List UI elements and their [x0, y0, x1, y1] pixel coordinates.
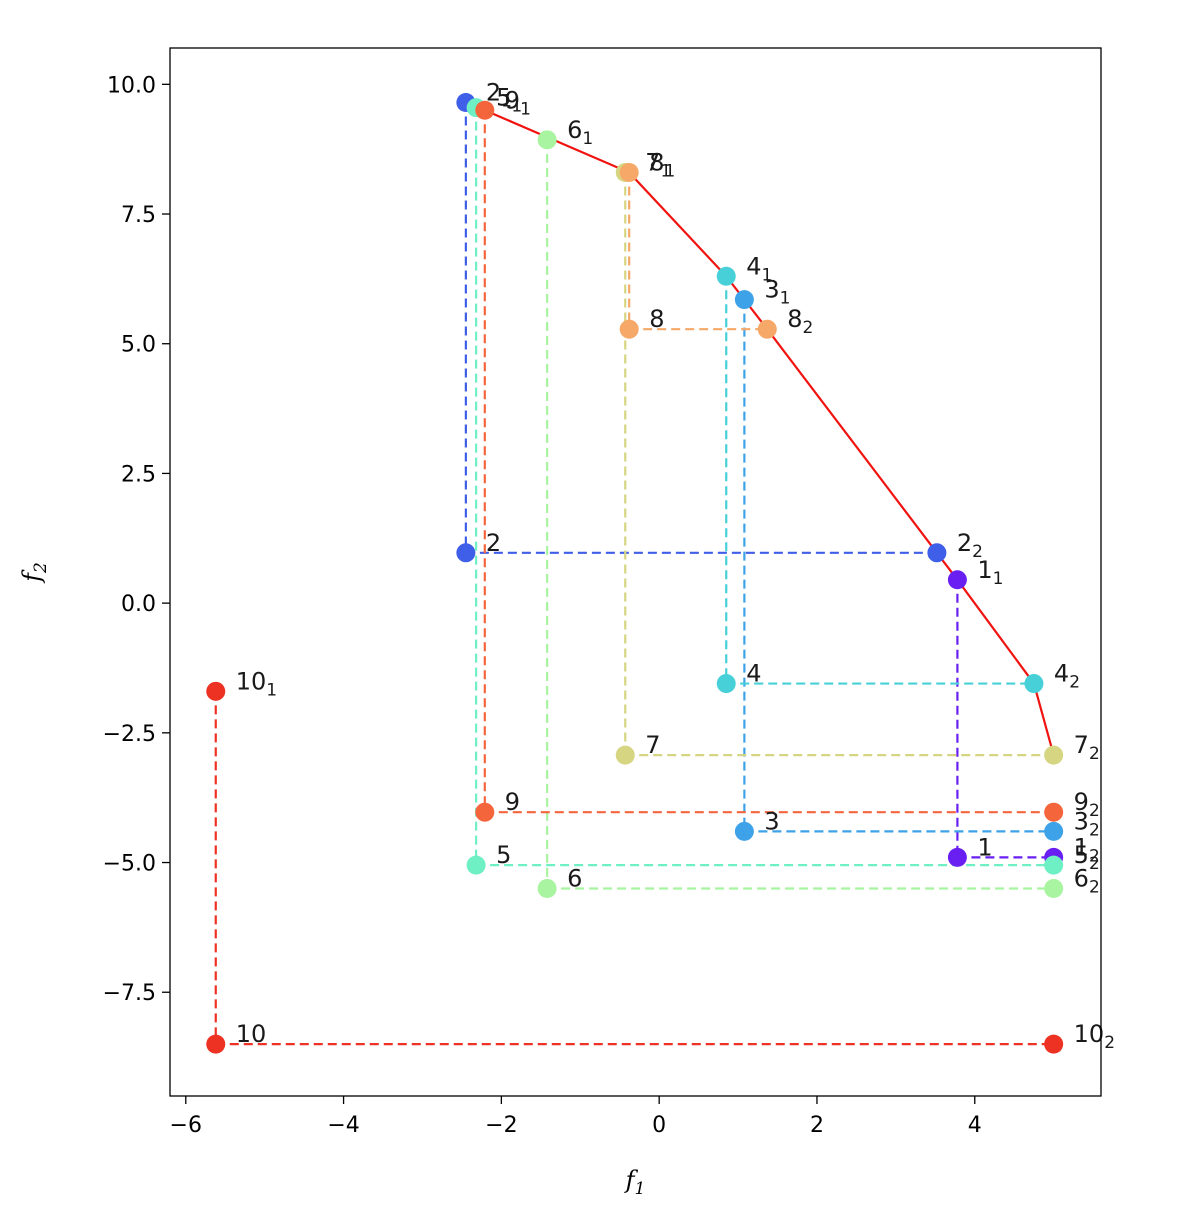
marker-10-base	[206, 1034, 226, 1054]
point-label-5-2: 52	[1074, 841, 1100, 874]
point-label-3: 3	[764, 807, 779, 835]
point-label-8-2: 82	[787, 305, 813, 338]
point-label-5: 5	[496, 841, 511, 869]
x-tick-label: −2	[485, 1113, 517, 1138]
y-tick-label: 5.0	[121, 333, 156, 358]
marker-9-base	[475, 802, 495, 822]
marker-8-p1	[619, 163, 639, 183]
front-line-group	[465, 101, 1055, 756]
y-tick-label: −5.0	[103, 852, 156, 877]
x-axis-label-sub: 1	[635, 1179, 646, 1199]
marker-1-base	[947, 847, 967, 867]
point-label-2-1: 21	[486, 78, 512, 111]
x-tick-label: −4	[327, 1113, 359, 1138]
y-axis-ticks: −7.5 −5.0 −2.5 0.0 2.5 5.0 7.5 10.0	[103, 73, 170, 1006]
y-tick-label: −2.5	[103, 722, 156, 747]
point-label-7-1: 71	[645, 149, 671, 182]
point-label-2: 2	[486, 529, 501, 557]
point-label-8: 8	[649, 305, 664, 333]
x-axis-label: f1	[624, 1166, 646, 1199]
marker-4-p2	[1024, 674, 1044, 694]
point-label-1-2: 12	[1074, 833, 1100, 866]
point-label-6-2: 62	[1074, 864, 1100, 897]
x-tick-label: −6	[170, 1113, 202, 1138]
point-label-9-1: 91	[505, 86, 531, 119]
marker-7-base	[615, 745, 635, 765]
point-label-7: 7	[645, 731, 660, 759]
marker-9-p2	[1044, 802, 1064, 822]
point-label-6-1: 61	[567, 116, 593, 149]
point-label-9: 9	[505, 788, 520, 816]
point-label-10-2: 102	[1074, 1020, 1115, 1053]
point-label-8-1: 81	[649, 149, 675, 182]
marker-7-p2	[1044, 745, 1064, 765]
point-label-9-2: 92	[1074, 788, 1100, 821]
front-line	[465, 101, 1055, 756]
point-label-3-1: 31	[764, 276, 790, 309]
marker-3-base	[734, 821, 754, 841]
dashed-connectors	[214, 102, 1054, 1046]
point-label-10-1: 101	[236, 667, 277, 700]
marker-10-p2	[1044, 1034, 1064, 1054]
point-label-2-2: 22	[957, 529, 983, 562]
point-label-1-1: 11	[977, 556, 1003, 589]
point-label-7-2: 72	[1074, 731, 1100, 764]
marker-2-base	[456, 543, 476, 563]
y-tick-label: 10.0	[107, 73, 156, 98]
marker-6-base	[537, 878, 557, 898]
point-label-3-2: 32	[1074, 807, 1100, 840]
point-label-4: 4	[746, 660, 761, 688]
marker-6-p1	[537, 130, 557, 150]
y-tick-label: 2.5	[121, 462, 156, 487]
marker-3-p1	[734, 290, 754, 310]
point-labels: 1111222122331324414255152661627717288182…	[236, 78, 1115, 1053]
plot-area-frame	[169, 47, 1102, 1097]
marker-8-p2	[757, 319, 777, 339]
marker-10-p1	[206, 681, 226, 701]
point-label-10: 10	[236, 1020, 267, 1048]
point-label-5-1: 51	[496, 84, 522, 117]
marker-5-base	[466, 855, 486, 875]
x-axis-ticks: −6 −4 −2 0 2 4	[170, 1096, 982, 1138]
y-axis-label-sub: 2	[31, 562, 51, 574]
x-tick-label: 0	[652, 1113, 666, 1138]
y-axis-label: f2	[18, 562, 51, 584]
marker-8-base	[619, 319, 639, 339]
y-tick-label: −7.5	[103, 981, 156, 1006]
y-tick-label: 7.5	[121, 203, 156, 228]
marker-9-p1	[475, 100, 495, 120]
x-tick-label: 4	[968, 1113, 982, 1138]
point-label-6: 6	[567, 864, 582, 892]
point-label-4-2: 42	[1054, 660, 1080, 693]
point-label-4-1: 41	[746, 252, 772, 285]
marker-5-p2	[1044, 855, 1064, 875]
point-label-1: 1	[977, 833, 992, 861]
y-tick-label: 0.0	[121, 592, 156, 617]
marker-4-base	[716, 674, 736, 694]
marker-4-p1	[716, 266, 736, 286]
marker-6-p2	[1044, 878, 1064, 898]
x-tick-label: 2	[810, 1113, 824, 1138]
markers	[206, 92, 1064, 1054]
marker-3-p2	[1044, 821, 1064, 841]
marker-2-p2	[927, 543, 947, 563]
marker-1-p1	[947, 570, 967, 590]
